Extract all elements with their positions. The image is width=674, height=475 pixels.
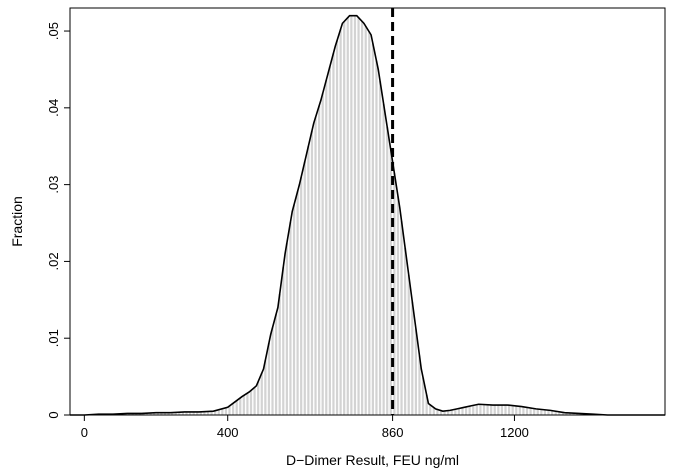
histogram-bar [253,387,255,415]
histogram-bar [350,16,352,415]
histogram-bar [325,80,327,415]
histogram-bar [279,294,281,415]
histogram-bar [332,53,334,415]
histogram-bar [311,131,313,415]
histogram-bar [296,191,298,415]
histogram-bar [354,16,356,415]
histogram-bar [239,398,241,415]
histogram-bar [257,382,259,415]
histogram-bar [501,405,503,415]
y-tick-label: .04 [46,99,61,117]
histogram-bar [307,146,309,415]
histogram-bar [533,409,535,415]
x-tick-label: 400 [217,425,239,440]
density-curve [70,16,665,415]
histogram-bar [300,177,302,415]
x-tick-label: 0 [81,425,88,440]
histogram-bar [365,26,367,415]
histogram-bar [476,405,478,415]
histogram-bar [243,395,245,415]
histogram-bar [483,405,485,415]
histogram-bar [375,61,377,415]
histogram-bar [275,314,277,415]
histogram-bar [304,162,306,415]
y-axis-title: Fraction [9,196,25,247]
histogram-bar [261,373,263,415]
histogram-bar [289,222,291,415]
histogram-bar [293,205,295,415]
histogram-bar [314,117,316,415]
histogram-bar [322,93,324,415]
histogram-bar [343,21,345,415]
histogram-bar [526,407,528,415]
histogram-bar [236,401,238,415]
x-tick-label: 860 [382,425,404,440]
histogram-bar [519,406,521,415]
histogram-bar [479,404,481,415]
y-axis: 0 .01 .02 .03 .04 .05 [46,22,70,419]
histogram-bar [264,360,266,415]
histogram-bar [400,221,402,415]
histogram-bar [461,408,463,415]
histogram-bar [465,407,467,415]
histogram-bar [340,29,342,415]
histogram-bar [379,81,381,415]
histogram-bar [361,21,363,415]
histogram-bar [250,390,252,415]
histogram-bar [408,275,410,415]
histogram-bar [271,328,273,415]
histogram-bar [286,243,288,415]
x-tick-label: 1200 [500,425,529,440]
histogram-bar [282,267,284,415]
histogram-bar [329,67,331,415]
histogram-bar [225,408,227,415]
histogram-bar [386,127,388,415]
histogram-bar [522,407,524,415]
y-tick-label: .01 [46,329,61,347]
y-tick-label: .03 [46,176,61,194]
histogram-bar [472,405,474,415]
histogram-bar [232,403,234,415]
histogram-bar [246,393,248,415]
histogram-bar [383,104,385,415]
histogram-bar [268,343,270,415]
histogram-bar [357,18,359,415]
histogram-bar [515,406,517,415]
histogram-bar [411,302,413,415]
y-tick-label: .02 [46,252,61,270]
x-axis-title: D−Dimer Result, FEU ng/ml [286,452,459,468]
plot-frame [70,8,665,415]
histogram-bar [494,405,496,415]
histogram-bar [318,106,320,415]
histogram-bar [508,405,510,415]
histogram-bar [415,329,417,415]
histogram-bar [368,32,370,415]
histogram-bar [469,406,471,415]
histogram-bar [529,408,531,415]
histogram-bar [486,405,488,415]
histogram-bar [497,405,499,415]
histogram-bar [504,405,506,415]
histogram-bar [404,248,406,415]
histogram-bar [336,41,338,415]
histogram-bar [347,18,349,415]
histogram-bar [490,405,492,415]
histogram-bar [537,409,539,415]
x-axis: 0 400 860 1200 [81,415,529,440]
histogram-bars [92,16,600,415]
histogram-bar [397,196,399,415]
y-tick-label: .05 [46,22,61,40]
histogram-bar [372,44,374,415]
histogram-bar [512,406,514,415]
y-tick-label: 0 [46,411,61,418]
